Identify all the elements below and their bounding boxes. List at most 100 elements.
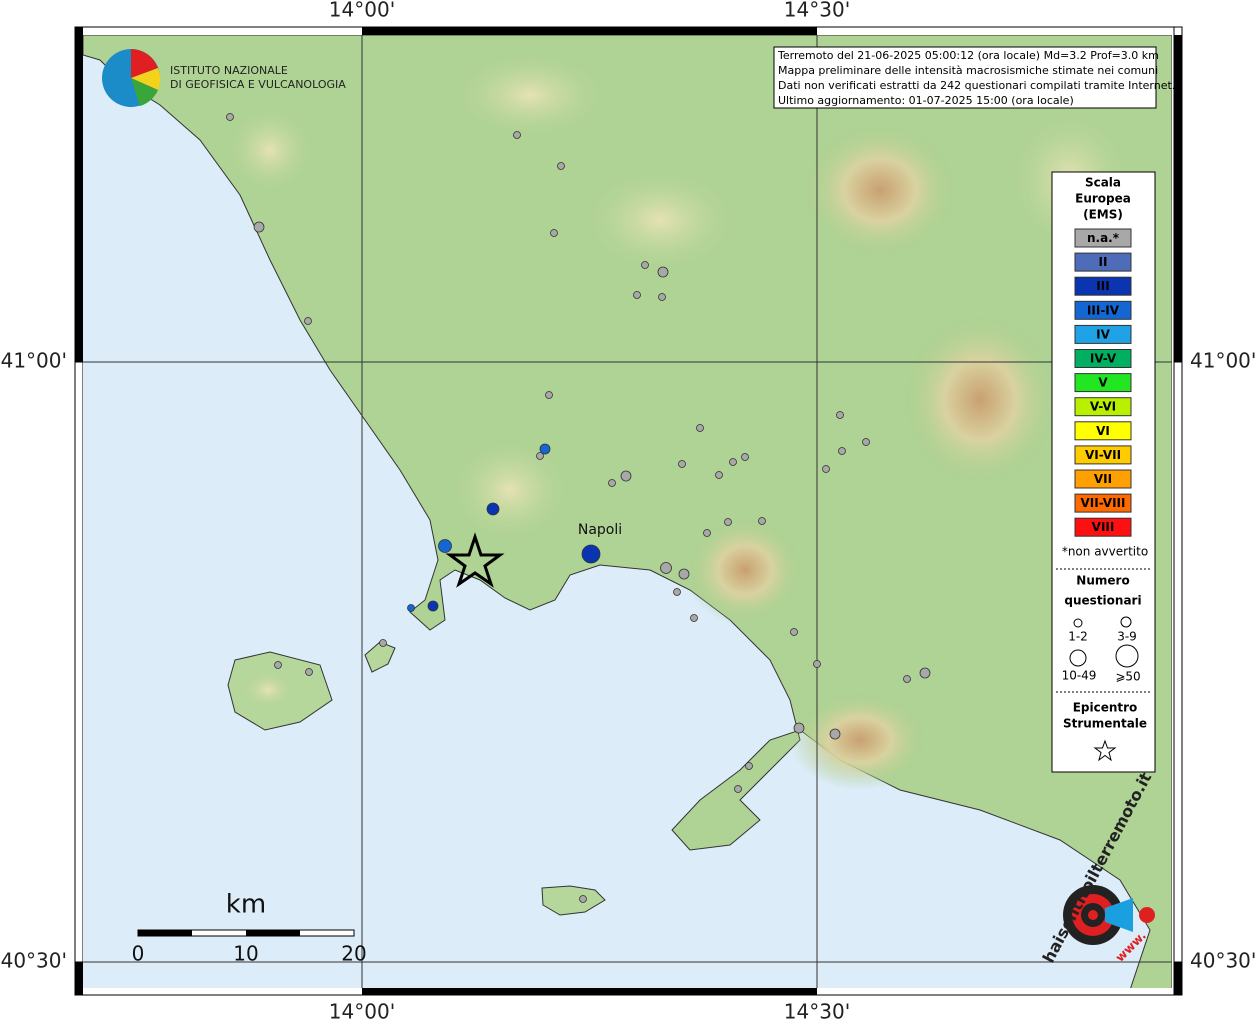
observation-dot bbox=[793, 722, 805, 734]
island-capri bbox=[541, 885, 606, 916]
legend-title: Europea bbox=[1075, 192, 1131, 206]
legend-label: VI bbox=[1096, 424, 1110, 438]
legend-label: VII-VIII bbox=[1080, 496, 1125, 510]
legend-title: Numero bbox=[1076, 574, 1129, 588]
lat-label: 40°30' bbox=[1, 949, 67, 973]
observation-dot bbox=[427, 600, 439, 612]
logo-segment bbox=[131, 78, 158, 106]
relief bbox=[790, 690, 930, 790]
legend: ScalaEuropea(EMS)n.a.*IIIIIIII-IVIVIV-VV… bbox=[1062, 176, 1149, 731]
legend-label: V-VI bbox=[1090, 400, 1116, 414]
legend-swatch bbox=[1074, 228, 1132, 248]
legend-swatch bbox=[1074, 300, 1132, 320]
logo-segment bbox=[131, 49, 158, 78]
observation-dot bbox=[226, 113, 234, 121]
info-line: Dati non verificati estratti da 242 ques… bbox=[778, 79, 1175, 92]
observation-dot bbox=[304, 317, 312, 325]
observation-dot bbox=[407, 604, 415, 612]
relief bbox=[800, 120, 960, 260]
legend-title: Epicentro bbox=[1073, 701, 1138, 715]
size-label: ⩾50 bbox=[1115, 670, 1140, 684]
size-symbol bbox=[1069, 649, 1087, 667]
epicenter-star bbox=[445, 532, 505, 588]
legend-note: *non avvertito bbox=[1062, 545, 1148, 559]
observation-dot bbox=[539, 443, 551, 455]
scale-tick: 10 bbox=[233, 942, 258, 966]
scale-tick: 0 bbox=[132, 942, 145, 966]
legend-swatch bbox=[1074, 252, 1132, 272]
observation-dot bbox=[724, 518, 732, 526]
lon-label: 14°30' bbox=[784, 0, 850, 22]
legend-swatch bbox=[1074, 517, 1132, 537]
legend-swatch bbox=[1074, 276, 1132, 296]
observation-dot bbox=[822, 465, 830, 473]
observation-dot bbox=[633, 291, 641, 299]
observation-dot bbox=[658, 293, 666, 301]
observation-dot bbox=[557, 162, 565, 170]
observation-dot bbox=[790, 628, 798, 636]
observation-dot bbox=[715, 471, 723, 479]
legend-swatch bbox=[1074, 373, 1132, 393]
observation-dot bbox=[581, 544, 601, 564]
legend-label: III-IV bbox=[1087, 303, 1120, 317]
frame-bar bbox=[362, 27, 817, 35]
observation-dot bbox=[734, 785, 742, 793]
legend-title: questionari bbox=[1064, 594, 1141, 608]
info-line: Terremoto del 21-06-2025 05:00:12 (ora l… bbox=[777, 49, 1159, 62]
legend-swatch bbox=[1074, 493, 1132, 513]
place-label: Napoli bbox=[578, 522, 622, 538]
badge-ring bbox=[1088, 910, 1098, 920]
observation-dot bbox=[678, 460, 686, 468]
legend-swatch bbox=[1074, 397, 1132, 417]
observation-dot bbox=[903, 675, 911, 683]
legend-title: Scala bbox=[1085, 176, 1121, 190]
observation-dot bbox=[620, 470, 632, 482]
ingv-logo: ISTITUTO NAZIONALE DI GEOFISICA E VULCAN… bbox=[102, 49, 346, 107]
legend-label: II bbox=[1099, 255, 1108, 269]
observation-dot bbox=[836, 411, 844, 419]
map-body: Napoli bbox=[83, 35, 1172, 988]
lat-label: 40°30' bbox=[1190, 949, 1256, 973]
size-symbol bbox=[1120, 616, 1132, 628]
scale-tick: 20 bbox=[341, 942, 366, 966]
logo-text: ISTITUTO NAZIONALE bbox=[170, 64, 288, 77]
observation-dot bbox=[513, 131, 521, 139]
observation-dot bbox=[838, 447, 846, 455]
legend-label: IV bbox=[1096, 327, 1110, 341]
observation-dot bbox=[486, 502, 500, 516]
legend-star bbox=[1093, 739, 1117, 762]
observation-dot bbox=[741, 453, 749, 461]
info-line: Ultimo aggiornamento: 01-07-2025 15:00 (… bbox=[778, 94, 1074, 107]
frame-bar bbox=[74, 361, 84, 963]
scale-unit: km bbox=[226, 890, 266, 920]
observation-dot bbox=[379, 639, 387, 647]
island-procida bbox=[364, 641, 396, 673]
info-box bbox=[773, 46, 1157, 109]
size-label: 3-9 bbox=[1117, 630, 1137, 644]
relief bbox=[440, 45, 620, 145]
observation-dot bbox=[813, 660, 821, 668]
info-lines: Terremoto del 21-06-2025 05:00:12 (ora l… bbox=[777, 49, 1175, 107]
legend-label: n.a.* bbox=[1087, 231, 1120, 245]
observation-dot bbox=[657, 266, 669, 278]
legend-label: V bbox=[1098, 376, 1108, 390]
relief bbox=[238, 668, 298, 712]
observation-dot bbox=[690, 614, 698, 622]
lon-label: 14°30' bbox=[784, 1000, 850, 1024]
observation-dot bbox=[579, 895, 587, 903]
observation-dot bbox=[641, 261, 649, 269]
observation-dot bbox=[536, 452, 544, 460]
observation-dot bbox=[274, 661, 282, 669]
observation-dot bbox=[758, 517, 766, 525]
legend-swatch bbox=[1074, 324, 1132, 344]
legend-title: (EMS) bbox=[1083, 208, 1123, 222]
lon-label: 14°00' bbox=[329, 0, 395, 22]
observation-dot bbox=[745, 762, 753, 770]
legend-label: VII bbox=[1094, 472, 1112, 486]
observation-dot bbox=[729, 458, 737, 466]
scale-segment bbox=[138, 930, 192, 936]
observation-dot bbox=[438, 539, 452, 553]
lon-label: 14°00' bbox=[329, 1000, 395, 1024]
frame-bar bbox=[362, 987, 817, 995]
